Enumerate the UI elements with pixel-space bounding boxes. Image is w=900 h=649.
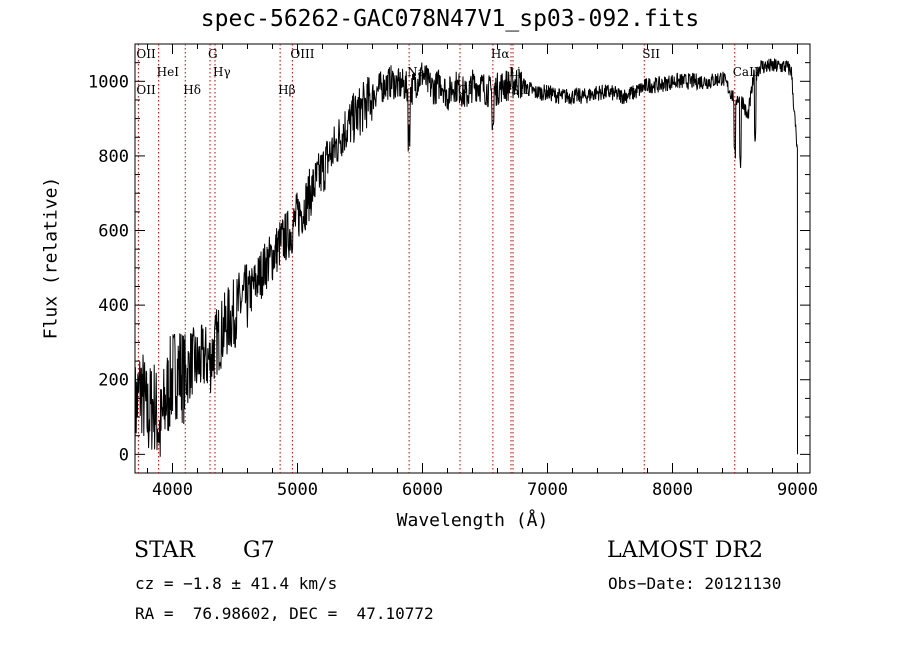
line-label-hei: HeI bbox=[157, 65, 180, 79]
line-label-g: G bbox=[208, 47, 218, 61]
x-tick-label: 7000 bbox=[527, 480, 568, 500]
y-tick-label: 200 bbox=[98, 371, 129, 391]
line-label-extra-oii: OII bbox=[136, 83, 156, 97]
y-tick-label: 400 bbox=[98, 296, 129, 316]
line-label-oii: OII bbox=[136, 47, 156, 61]
line-label-li: Li bbox=[509, 65, 521, 79]
redshift-cz: cz = −1.8 ± 41.4 km/s bbox=[135, 574, 338, 593]
y-tick-label: 800 bbox=[98, 147, 129, 167]
spectrum-line bbox=[134, 58, 798, 459]
x-tick-label: 4000 bbox=[152, 480, 193, 500]
y-tick-label: 0 bbox=[119, 445, 129, 465]
line-label-oiii: OIII bbox=[290, 47, 314, 61]
x-tick-label: 8000 bbox=[652, 480, 693, 500]
y-tick-label: 1000 bbox=[88, 72, 129, 92]
coordinates: RA = 76.98602, DEC = 47.10772 bbox=[135, 604, 434, 623]
y-axis-label: Flux (relative) bbox=[40, 176, 62, 340]
x-tick-label: 5000 bbox=[277, 480, 318, 500]
line-label-hβ: Hβ bbox=[278, 83, 295, 97]
object-class: STAR bbox=[134, 538, 195, 563]
x-tick-label: 9000 bbox=[777, 480, 818, 500]
line-label-caii: CaII bbox=[733, 65, 759, 79]
survey-name: LAMOST DR2 bbox=[607, 538, 763, 563]
x-tick-label: 6000 bbox=[402, 480, 443, 500]
y-tick-label: 600 bbox=[98, 222, 129, 242]
line-label-sii: SII bbox=[642, 47, 660, 61]
observation-date: Obs−Date: 20121130 bbox=[608, 574, 782, 593]
chart-title: spec-56262-GAC078N47V1_sp03-092.fits bbox=[200, 6, 700, 32]
line-label-hγ: Hγ bbox=[213, 65, 231, 79]
line-label-hα: Hα bbox=[491, 47, 510, 61]
object-subclass: G7 bbox=[243, 538, 275, 563]
plot-frame bbox=[134, 43, 811, 474]
x-axis-label: Wavelength (Å) bbox=[396, 510, 549, 531]
line-label-hδ: Hδ bbox=[183, 83, 201, 97]
